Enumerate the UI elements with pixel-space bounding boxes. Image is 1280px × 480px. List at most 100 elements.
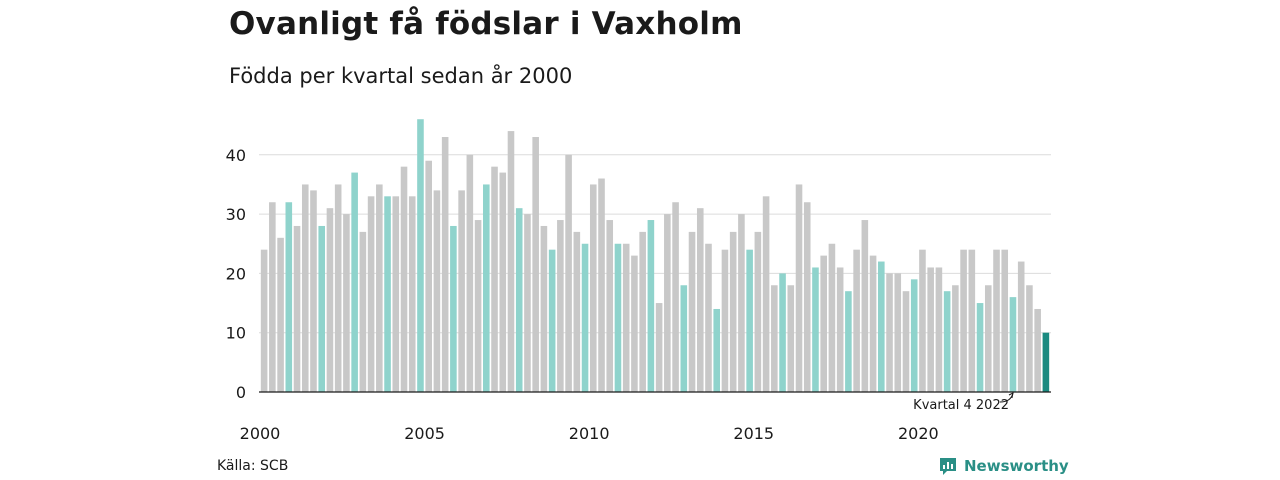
bar (260, 249, 268, 392)
bar (417, 119, 424, 392)
brand-logo: Newsworthy (938, 456, 1069, 476)
bar (1009, 297, 1017, 392)
x-tick-label: 2015 (733, 424, 774, 443)
bar (1017, 261, 1025, 392)
bar (474, 220, 482, 392)
bar (483, 184, 490, 392)
x-tick-label: 2000 (240, 424, 281, 443)
bar (269, 202, 276, 392)
y-axis-ticks: 0 10 20 30 40 (226, 146, 246, 402)
bar (293, 225, 301, 392)
bar (639, 231, 646, 392)
bar (499, 172, 507, 392)
bar (647, 220, 655, 392)
bar (820, 255, 827, 392)
bar (557, 220, 564, 392)
x-tick-label: 2010 (569, 424, 610, 443)
bar (655, 303, 663, 392)
brand-name: Newsworthy (964, 457, 1069, 475)
bar (540, 225, 548, 392)
bar (705, 243, 712, 392)
bar (713, 308, 721, 392)
bar (334, 184, 342, 392)
bar (795, 184, 803, 392)
bar (589, 184, 597, 392)
bar (622, 243, 630, 392)
bar (878, 261, 885, 392)
bar (376, 184, 383, 392)
bar (343, 214, 350, 392)
bar (581, 243, 589, 392)
bar (762, 196, 770, 392)
y-tick-label: 40 (226, 146, 246, 165)
bar (729, 231, 737, 392)
bar (869, 255, 877, 392)
bar (845, 291, 852, 392)
bar (285, 202, 293, 392)
bar (466, 154, 474, 392)
bar (746, 249, 753, 392)
bar (738, 214, 745, 392)
bar (392, 196, 400, 392)
bar (408, 196, 416, 392)
bar (688, 231, 696, 392)
bar (976, 303, 984, 392)
chart-title: Ovanligt få födslar i Vaxholm (229, 6, 743, 42)
bars (260, 119, 1050, 392)
annotation-label: Kvartal 4 2022 (913, 398, 1009, 413)
bar (524, 214, 531, 392)
gridlines (259, 154, 1051, 334)
bar (680, 285, 688, 392)
bar (861, 220, 869, 392)
bar (491, 166, 498, 392)
bar (787, 285, 795, 392)
bar (696, 208, 704, 392)
bar (721, 249, 729, 392)
annotation: Kvartal 4 2022 (913, 392, 1014, 413)
x-axis-ticks: 2000 2005 2010 2015 2020 (240, 424, 939, 443)
chart-subtitle: Födda per kvartal sedan år 2000 (229, 64, 573, 88)
bar (1001, 249, 1009, 392)
bar (984, 285, 992, 392)
bar (277, 237, 284, 392)
bar (441, 137, 449, 392)
bar (458, 190, 465, 392)
annotation-arrowhead (1008, 392, 1014, 399)
bar (515, 208, 523, 392)
bar (425, 160, 432, 392)
bar (779, 273, 786, 392)
x-tick-label: 2005 (404, 424, 445, 443)
bar (532, 137, 539, 392)
y-tick-label: 30 (226, 205, 246, 224)
bar (433, 190, 441, 392)
bar (1042, 332, 1050, 392)
bar (573, 231, 581, 392)
bar (310, 190, 317, 392)
bar (301, 184, 309, 392)
bar (803, 202, 811, 392)
bar (565, 154, 572, 392)
bar (326, 208, 334, 392)
bar (894, 273, 902, 392)
bar (828, 243, 836, 392)
y-tick-label: 20 (226, 264, 246, 283)
bar (606, 220, 614, 392)
bar (919, 249, 926, 392)
bar (968, 249, 976, 392)
bar (548, 249, 556, 392)
bar (960, 249, 967, 392)
bar (836, 267, 844, 392)
bar (927, 267, 934, 392)
bar (771, 285, 778, 392)
bar (614, 243, 622, 392)
bar (450, 225, 457, 392)
source-label: Källa: SCB (217, 458, 289, 474)
bar (935, 267, 943, 392)
bar (631, 255, 638, 392)
bar (351, 172, 358, 392)
y-tick-label: 10 (226, 324, 246, 343)
bar (943, 291, 951, 392)
bar (598, 178, 605, 392)
bar (400, 166, 408, 392)
